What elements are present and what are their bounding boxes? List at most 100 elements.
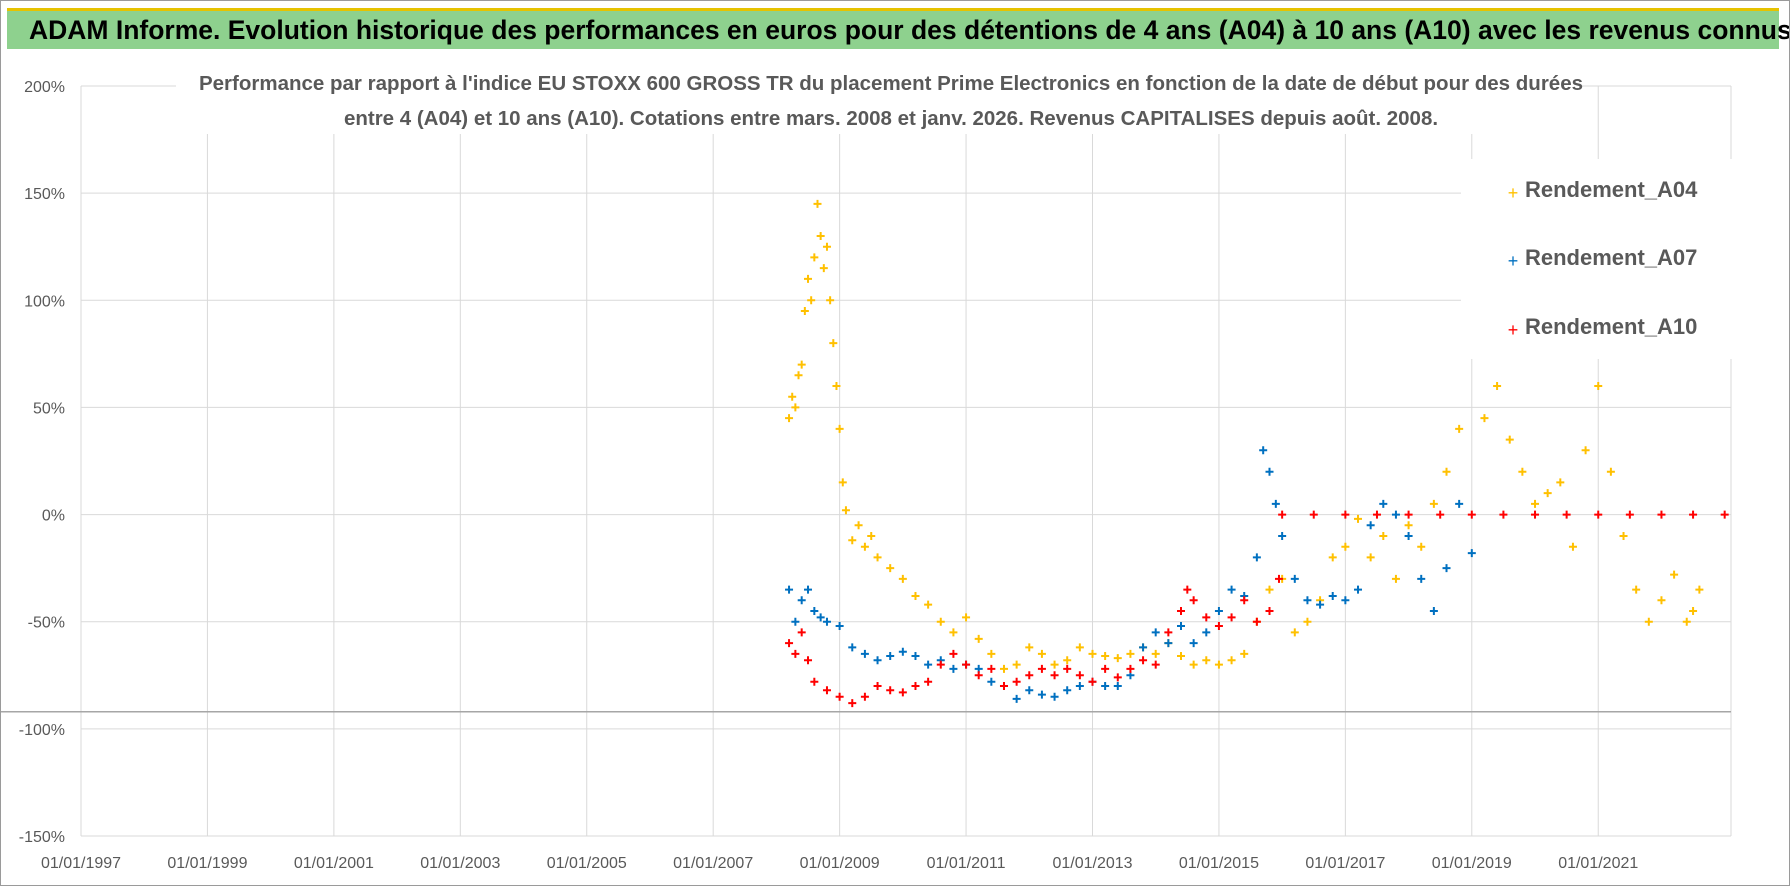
data-point-a07	[1455, 499, 1464, 508]
data-point-a10	[1101, 664, 1110, 673]
data-point-a04	[1606, 467, 1615, 476]
data-point-a04	[1455, 424, 1464, 433]
chart-title-line-1: Performance par rapport à l'indice EU ST…	[199, 72, 1583, 95]
data-point-a10	[1372, 510, 1381, 519]
data-point-a07	[1227, 585, 1236, 594]
data-point-a04	[1619, 532, 1628, 540]
data-point-a10	[791, 649, 800, 658]
legend: + Rendement_A04 + Rendement_A07 + Rendem…	[1461, 159, 1741, 359]
data-point-a04	[785, 414, 794, 423]
data-point-a04	[936, 617, 945, 626]
data-point-a10	[860, 692, 869, 701]
data-point-a04	[838, 478, 847, 487]
data-point-a10	[1075, 671, 1084, 680]
data-point-a04	[1366, 553, 1375, 562]
data-point-a07	[1151, 628, 1160, 637]
data-point-a10	[835, 692, 844, 701]
data-point-a04	[1442, 467, 1451, 476]
data-point-a04	[829, 339, 838, 348]
data-point-a07	[1366, 521, 1375, 530]
y-tick-label: -150%	[19, 829, 65, 846]
data-point-a07	[1259, 446, 1268, 455]
data-point-a07	[1271, 499, 1280, 508]
data-point-a07	[1164, 639, 1173, 648]
data-point-a07	[804, 585, 813, 594]
data-point-a04	[1556, 478, 1565, 487]
data-point-a10	[999, 682, 1008, 690]
data-point-a07	[848, 643, 857, 652]
x-tick-label: 01/01/2021	[1558, 855, 1638, 872]
data-point-a04	[1518, 467, 1527, 476]
data-point-a07	[1139, 643, 1148, 652]
data-point-a07	[1177, 622, 1185, 630]
data-point-a07	[1290, 574, 1299, 583]
data-point-a10	[1562, 510, 1571, 519]
data-point-a04	[1328, 553, 1337, 562]
data-point-a04	[800, 307, 809, 315]
data-point-a04	[1126, 649, 1135, 658]
data-point-a04	[1101, 652, 1110, 660]
data-point-a07	[791, 617, 800, 626]
data-point-a07	[949, 664, 958, 673]
data-point-a07	[1202, 628, 1211, 637]
data-point-a07	[1467, 549, 1476, 558]
data-point-a04	[974, 634, 983, 643]
x-tick-label: 01/01/2003	[420, 855, 500, 872]
data-point-a04	[835, 424, 844, 433]
data-point-a10	[1278, 510, 1287, 519]
data-point-a10	[1063, 664, 1072, 673]
data-point-a04	[949, 628, 958, 637]
data-point-a10	[1240, 596, 1249, 605]
data-point-a10	[1657, 510, 1666, 519]
data-point-a10	[974, 671, 983, 680]
data-point-a10	[1720, 510, 1729, 519]
data-point-a10	[848, 699, 857, 708]
data-point-a07	[810, 607, 819, 615]
y-axis-ticks: 200% 150% 100% 50% 0% -50% -100% -150%	[19, 79, 65, 846]
data-point-a04	[1025, 643, 1034, 652]
data-point-a10	[1625, 510, 1634, 519]
data-point-a07	[835, 622, 844, 630]
data-point-a10	[1050, 671, 1059, 680]
data-point-a04	[1214, 660, 1223, 669]
legend-label-a10: Rendement_A10	[1525, 314, 1697, 339]
data-point-a10	[1012, 677, 1021, 686]
data-point-a04	[1354, 514, 1363, 523]
data-point-a10	[1202, 613, 1211, 622]
data-point-a04	[1075, 643, 1084, 652]
data-point-a10	[1025, 671, 1034, 680]
data-point-a04	[1689, 607, 1698, 615]
data-point-a04	[804, 274, 813, 283]
data-point-a10	[1594, 510, 1603, 519]
data-point-a04	[1341, 542, 1350, 551]
data-point-a07	[898, 647, 907, 656]
data-point-a07	[924, 660, 933, 669]
legend-marker-a10: +	[1508, 320, 1519, 340]
data-point-a04	[962, 613, 971, 622]
data-point-a04	[1202, 656, 1211, 665]
data-point-a07	[1417, 574, 1426, 583]
x-tick-label: 01/01/2001	[294, 855, 374, 872]
y-tick-label: -50%	[28, 615, 65, 632]
data-point-a07	[1037, 690, 1046, 699]
data-point-a07	[1075, 682, 1084, 690]
data-point-a04	[1303, 617, 1312, 626]
data-point-a10	[1404, 510, 1413, 519]
data-point-a07	[860, 649, 869, 658]
data-point-a04	[1404, 521, 1413, 530]
data-point-a04	[1505, 435, 1514, 444]
x-tick-label: 01/01/2005	[547, 855, 627, 872]
x-tick-label: 01/01/2013	[1052, 855, 1132, 872]
data-point-a10	[1214, 622, 1223, 630]
page-title: ADAM Informe. Evolution historique des p…	[29, 15, 1790, 45]
data-point-a10	[886, 686, 895, 695]
data-point-a04	[1429, 499, 1438, 508]
data-point-a04	[1088, 649, 1097, 658]
data-point-a04	[1265, 585, 1274, 594]
data-point-a07	[1214, 607, 1223, 615]
data-point-a04	[999, 664, 1008, 673]
data-point-a04	[987, 649, 996, 658]
y-tick-label: 0%	[42, 508, 65, 525]
